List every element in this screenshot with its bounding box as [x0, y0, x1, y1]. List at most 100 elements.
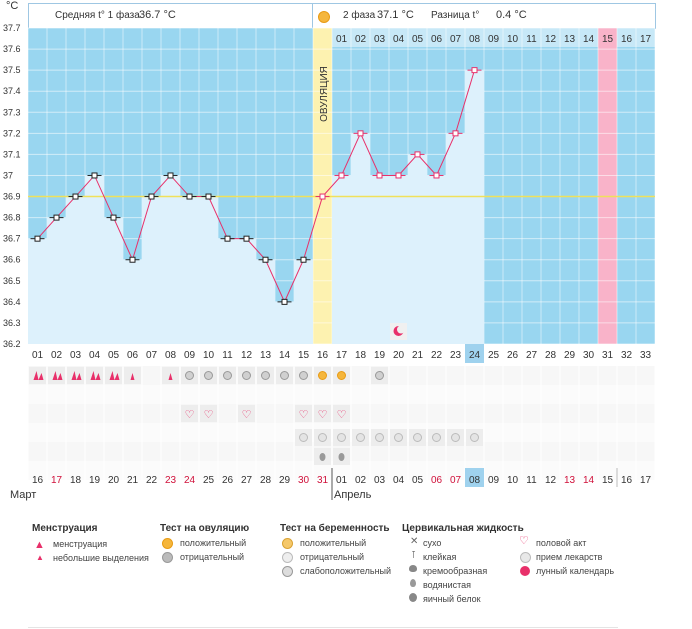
- top-day-number: 09: [488, 34, 500, 45]
- temp-point-day-3: [72, 193, 79, 200]
- cycle-day-label: 13: [260, 350, 272, 361]
- ovul-positive-icon: [318, 371, 327, 380]
- intercourse-icon: ♡: [185, 409, 195, 421]
- medication-icon: [394, 433, 403, 442]
- cycle-day-label: 31: [602, 350, 614, 361]
- temp-bar-day-14: [275, 301, 294, 344]
- medication-icon: [451, 433, 460, 442]
- cycle-day-label: 03: [70, 350, 82, 361]
- phase1-label: Средняя t° 1 фаза: [55, 10, 140, 21]
- temp-bar-day-6: [123, 259, 142, 344]
- temperature-line: [37, 69, 475, 304]
- y-tick-label: 37.7: [3, 23, 21, 33]
- menstruation-icon: [95, 373, 101, 380]
- cycle-day-label: 15: [298, 350, 310, 361]
- temp-point-day-9: [186, 193, 193, 200]
- temp-bar-day-24: [465, 70, 484, 344]
- menstruation-icon: [71, 371, 77, 380]
- temp-point-day-23: [452, 130, 459, 137]
- ovul-positive-icon: [162, 538, 173, 549]
- top-day-number: 12: [545, 34, 557, 45]
- cycle-day-label: 27: [526, 350, 538, 361]
- ovul-negative-icon: [375, 371, 384, 380]
- temp-point-day-16: [319, 193, 326, 200]
- date-label: 29: [279, 475, 291, 486]
- top-day-number: 03: [374, 34, 386, 45]
- ovul-negative-icon: [261, 371, 270, 380]
- cycle-day-label: 17: [336, 350, 348, 361]
- cycle-day-label: 24: [469, 350, 481, 361]
- temp-point-day-6: [129, 256, 136, 263]
- y-tick-label: 36.2: [3, 339, 21, 349]
- ovul-negative-icon: [204, 371, 213, 380]
- phase2-value: 37.1 °C: [377, 9, 414, 21]
- y-tick-label: 37.3: [3, 107, 21, 117]
- cycle-day-label: 11: [222, 350, 233, 361]
- date-label: 18: [70, 475, 82, 486]
- top-day-number: 04: [393, 34, 405, 45]
- intercourse-cell: [333, 405, 350, 422]
- moon-day-column: [598, 28, 617, 344]
- cycle-day-label: 02: [51, 350, 63, 361]
- cycle-day-label: 07: [146, 350, 158, 361]
- date-label: 16: [32, 475, 44, 486]
- date-label: 04: [393, 475, 405, 486]
- date-label: 02: [355, 475, 367, 486]
- cycle-day-label: 08: [165, 350, 177, 361]
- date-label: 20: [108, 475, 120, 486]
- legend-ovul-positive: положительный: [180, 538, 247, 548]
- temp-point-day-20: [395, 172, 402, 179]
- y-tick-label: 36.3: [3, 318, 21, 328]
- legend-menstruation: менструация: [53, 539, 108, 549]
- date-label: 27: [241, 475, 253, 486]
- preg-positive-icon: [282, 538, 293, 549]
- date-label: 19: [89, 475, 101, 486]
- intercourse-cell: [314, 405, 331, 422]
- medication-icon: [356, 433, 365, 442]
- ovul-negative-icon: [185, 371, 194, 380]
- cycle-day-label: 04: [89, 350, 101, 361]
- preg-negative-icon: [282, 552, 293, 563]
- cycle-day-label: 16: [317, 350, 329, 361]
- medication-icon: [413, 433, 422, 442]
- cycle-day-label: 28: [545, 350, 557, 361]
- cycle-day-label: 05: [108, 350, 120, 361]
- symbol-row-bg: [28, 385, 655, 404]
- cycle-day-label: 32: [621, 350, 633, 361]
- top-day-number: 11: [526, 34, 537, 45]
- top-day-number: 13: [564, 34, 576, 45]
- phase1-value: 36.7 °C: [139, 9, 176, 21]
- legend-preg-weak: слабоположительный: [300, 566, 392, 576]
- medication-icon: [337, 433, 346, 442]
- legend-spotting: небольшие выделения: [53, 553, 149, 563]
- medication-icon: [318, 433, 327, 442]
- temp-bar-day-9: [180, 196, 199, 344]
- cycle-day-label: 23: [450, 350, 462, 361]
- y-unit-label: °C: [6, 0, 19, 12]
- spotting-icon: [168, 373, 173, 380]
- temp-bar-day-2: [47, 217, 66, 344]
- y-tick-label: 37.5: [3, 65, 21, 75]
- ovul-negative-icon: [280, 371, 289, 380]
- cycle-day-label: 22: [431, 350, 443, 361]
- temp-bar-day-15: [294, 259, 313, 344]
- y-tick-label: 36.5: [3, 276, 21, 286]
- cycle-day-label: 12: [241, 350, 253, 361]
- date-label: 06: [431, 475, 443, 486]
- intercourse-cell: [181, 405, 198, 422]
- intercourse-icon: ♡: [204, 409, 214, 421]
- egg-white-icon: [319, 453, 326, 461]
- date-label: 23: [165, 475, 177, 486]
- menstruation-icon: [90, 371, 96, 380]
- intercourse-cell: [295, 405, 312, 422]
- sticky-icon: ⊺: [411, 550, 417, 561]
- y-tick-label: 37.1: [3, 149, 21, 159]
- date-label: 09: [488, 475, 500, 486]
- temp-bar-day-21: [408, 154, 427, 344]
- temp-point-day-18: [357, 130, 364, 137]
- temp-bar-day-1: [28, 238, 47, 344]
- legend-lunar: лунный календарь: [536, 566, 615, 576]
- cycle-day-label: 25: [488, 350, 500, 361]
